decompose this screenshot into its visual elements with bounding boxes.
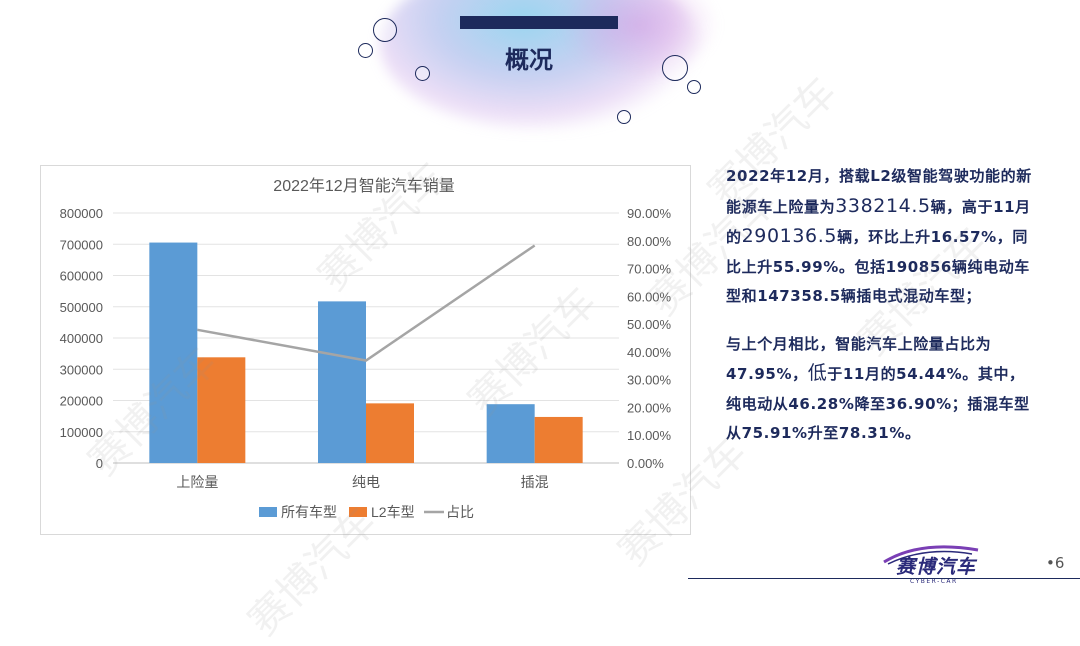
- bubble-decoration: [617, 110, 631, 124]
- highlight-number: 低: [807, 362, 828, 384]
- legend-swatch: [349, 507, 367, 517]
- bar-l2-models: [197, 357, 246, 463]
- bar-l2-models: [534, 416, 583, 463]
- bubble-decoration: [415, 66, 430, 81]
- line-share-ratio: [197, 244, 536, 362]
- chart-svg: 2022年12月智能汽车销量 0 100000 200000 300000 400000…: [60, 177, 672, 520]
- y-right-tick-label: 90.00%: [627, 206, 672, 221]
- y-right-tick-label: 70.00%: [627, 262, 672, 277]
- bubble-decoration: [687, 80, 701, 94]
- y-left-tick-label: 200000: [60, 394, 103, 409]
- logo-text: 赛博汽车: [896, 556, 977, 578]
- x-category-label: 插混: [521, 474, 549, 490]
- summary-paragraph-1: 2022年12月，搭载L2级智能驾驶功能的新能源车上险量为338214.5辆，高…: [726, 162, 1038, 312]
- bar-l2-models: [366, 403, 414, 463]
- chart-container: 2022年12月智能汽车销量 0 100000 200000 300000 400000…: [40, 165, 691, 535]
- text-segment: 于11月的54.44%。其中，纯电动从46.28%降至36.90%；插混车型从7…: [726, 365, 1030, 442]
- text-segment: 辆，高于11月的: [726, 197, 1031, 247]
- y-left-tick-label: 700000: [60, 237, 103, 252]
- text-segment: 2022年12月，搭载L2级智能驾驶功能的新能源车上险量为: [726, 167, 1032, 216]
- y-right-tick-label: 50.00%: [627, 317, 672, 332]
- y-left-tick-label: 500000: [60, 300, 103, 315]
- summary-text-panel: 2022年12月，搭载L2级智能驾驶功能的新能源车上险量为338214.5辆，高…: [726, 162, 1038, 449]
- text-segment: 辆，环比上升16.57%，同比上升55.99%。包括190856辆纯电动车型和1…: [726, 228, 1030, 305]
- chart-title: 2022年12月智能汽车销量: [273, 177, 454, 195]
- x-category-label: 上险量: [176, 474, 218, 490]
- y-right-tick-label: 60.00%: [627, 289, 672, 304]
- bubble-decoration: [373, 18, 397, 42]
- bubble-decoration: [662, 55, 688, 81]
- highlight-number: 290136.5: [741, 225, 838, 247]
- legend-label: 占比: [446, 504, 474, 520]
- bubble-decoration: [358, 43, 373, 58]
- bar-all-models: [318, 301, 366, 463]
- summary-paragraph-2: 与上个月相比，智能汽车上险量占比为47.95%，低于11月的54.44%。其中，…: [726, 330, 1038, 449]
- y-left-tick-label: 400000: [60, 331, 103, 346]
- title-accent-bar: [460, 16, 618, 29]
- text-segment: 与上个月相比，智能汽车上险量占比为47.95%，: [726, 334, 992, 384]
- y-left-tick-label: 100000: [60, 425, 103, 440]
- legend-label: L2车型: [371, 504, 415, 520]
- y-left-tick-label: 300000: [60, 362, 103, 377]
- page-number: •6: [1046, 554, 1065, 572]
- brand-logo: 赛博汽车 CYBER-CAR: [880, 538, 980, 588]
- y-left-tick-label: 0: [96, 456, 103, 471]
- y-right-tick-label: 20.00%: [627, 400, 672, 415]
- y-left-tick-label: 600000: [60, 269, 103, 284]
- logo-subtext: CYBER-CAR: [910, 578, 958, 585]
- legend-label: 所有车型: [281, 504, 337, 520]
- bar-all-models: [486, 404, 535, 463]
- y-right-tick-label: 80.00%: [627, 234, 672, 249]
- bar-all-models: [149, 242, 198, 463]
- highlight-number: 338214.5: [835, 194, 931, 217]
- y-right-tick-label: 40.00%: [627, 345, 672, 360]
- y-right-tick-label: 0.00%: [627, 456, 664, 471]
- legend-swatch: [259, 507, 277, 517]
- page-title: 概况: [505, 46, 553, 74]
- y-left-tick-label: 800000: [60, 206, 103, 221]
- y-right-tick-label: 30.00%: [627, 373, 672, 388]
- car-swoosh-icon: [883, 545, 979, 565]
- y-right-tick-label: 10.00%: [627, 428, 672, 443]
- x-category-label: 纯电: [352, 474, 380, 490]
- footer-divider: [688, 578, 1080, 579]
